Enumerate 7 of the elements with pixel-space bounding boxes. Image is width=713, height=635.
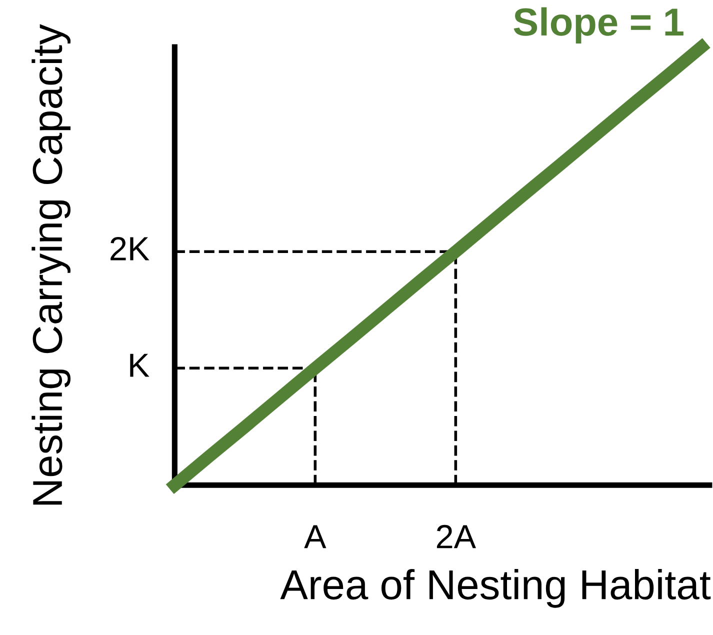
- x-tick-label: A: [304, 525, 326, 548]
- x-axis-title: Area of Nesting Habitat: [280, 568, 711, 608]
- y-axis-title: Nesting Carrying Capacity: [32, 24, 71, 505]
- x-tick-label: 2A: [436, 524, 476, 548]
- text: Slope = 1: [514, 7, 684, 44]
- text: 2K: [110, 236, 150, 260]
- text: K: [130, 354, 150, 377]
